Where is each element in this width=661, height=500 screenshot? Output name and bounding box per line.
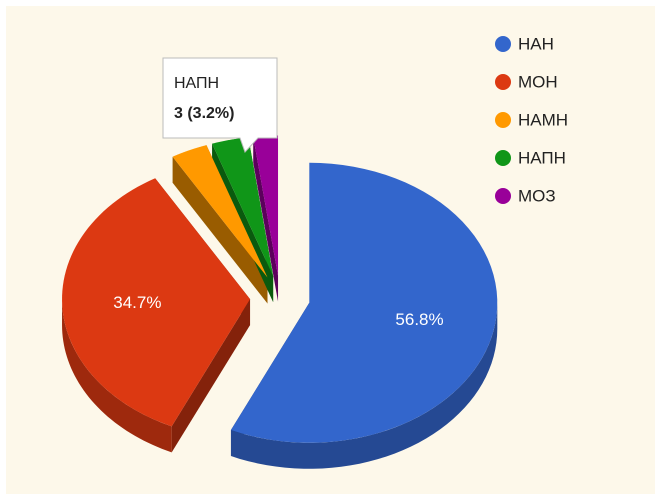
legend-label: НАПН <box>518 148 566 167</box>
legend-swatch <box>495 112 511 128</box>
legend-label: МОЗ <box>518 186 556 205</box>
tooltip-text: 3 (3.2%) <box>174 105 234 122</box>
tooltip-title: НАПН <box>174 75 219 92</box>
slice-wall <box>62 299 172 453</box>
slice <box>172 145 268 278</box>
legend-label: МОН <box>518 72 558 91</box>
legend-label: НАМН <box>518 110 568 129</box>
slice-side <box>172 156 268 304</box>
legend-swatch <box>495 150 511 166</box>
legend-swatch <box>495 36 511 52</box>
slice-side <box>253 136 279 302</box>
slice-wall <box>230 302 498 469</box>
value-label: 34.7% <box>113 293 161 312</box>
legend-swatch <box>495 74 511 90</box>
slice <box>230 162 498 443</box>
tooltip: НАПН 3 (3.2%) <box>162 57 278 153</box>
slice <box>212 137 274 277</box>
value-label: 56.8% <box>395 310 443 329</box>
legend-swatch <box>495 188 511 204</box>
tooltip-box <box>162 57 278 153</box>
slice <box>62 178 251 427</box>
legend-label: НАН <box>518 34 554 53</box>
slice-side <box>171 299 251 453</box>
slice <box>253 135 279 276</box>
